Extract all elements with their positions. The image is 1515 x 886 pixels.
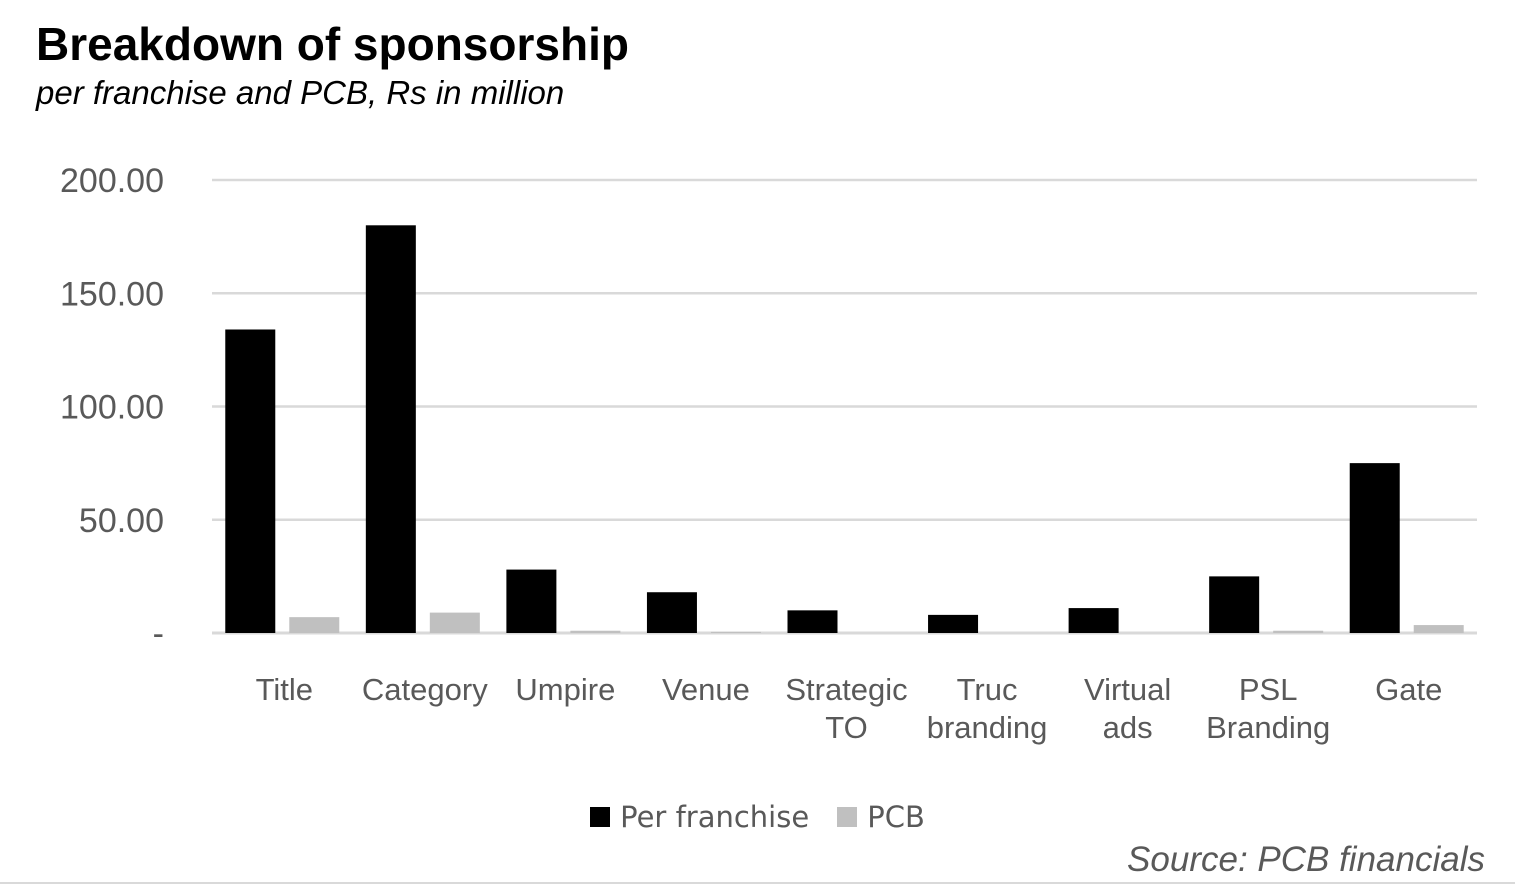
y-tick-label: 50.00 (79, 502, 164, 540)
x-category-label: Virtual (1084, 672, 1171, 707)
chart-title: Breakdown of sponsorship (36, 18, 629, 70)
bar-per-franchise (787, 610, 838, 633)
x-category-label: ads (1103, 710, 1153, 745)
x-category-label: Umpire (515, 672, 615, 707)
bar-per-franchise (1068, 608, 1119, 633)
chart-subtitle: per franchise and PCB, Rs in million (36, 74, 565, 111)
bottom-divider (0, 882, 1515, 884)
x-category-label: PSL (1239, 672, 1298, 707)
bar-pcb (1273, 630, 1324, 633)
legend-item-per-franchise: Per franchise (590, 800, 809, 834)
bar-per-franchise (1349, 463, 1400, 633)
legend-swatch-per-franchise (590, 807, 611, 827)
y-tick-label: 200.00 (60, 162, 164, 200)
y-tick-label: 150.00 (60, 275, 164, 313)
legend-label-per-franchise: Per franchise (620, 800, 810, 834)
x-category-label: Strategic (785, 672, 907, 707)
x-category-label: Title (256, 672, 313, 707)
bar-per-franchise (1209, 576, 1260, 633)
x-category-label: Gate (1375, 672, 1442, 707)
bar-pcb (710, 631, 761, 633)
x-category-label: Category (362, 672, 488, 707)
y-tick-label: - (153, 615, 164, 653)
bar-pcb (1413, 625, 1464, 633)
bar-pcb (289, 617, 340, 633)
chart-legend: Per franchise PCB (0, 800, 1515, 834)
bar-per-franchise (225, 329, 276, 633)
legend-label-pcb: PCB (867, 800, 925, 834)
x-category-label: Branding (1206, 710, 1330, 745)
source-note: Source: PCB financials (1127, 840, 1485, 879)
y-tick-label: 100.00 (60, 389, 164, 427)
legend-item-pcb: PCB (837, 800, 925, 834)
x-category-label: Truc (957, 672, 1018, 707)
bar-pcb (429, 612, 480, 633)
x-category-label: TO (825, 710, 868, 745)
bar-pcb (570, 630, 621, 633)
x-category-label: Venue (662, 672, 750, 707)
x-category-label: branding (927, 710, 1048, 745)
bar-per-franchise (928, 614, 979, 633)
bar-chart: - 50.00 100.00 150.00 200.00 Title Category Ump… (60, 162, 1477, 745)
bar-per-franchise (646, 592, 697, 633)
legend-swatch-pcb (837, 807, 858, 827)
bar-per-franchise (506, 569, 557, 633)
bar-per-franchise (365, 225, 416, 634)
